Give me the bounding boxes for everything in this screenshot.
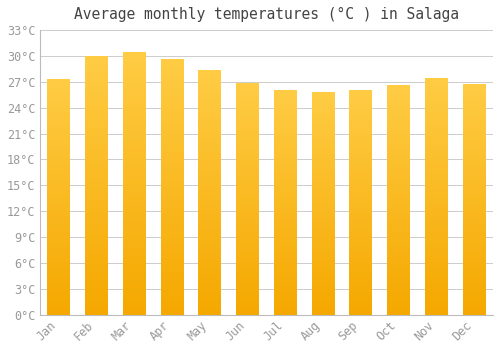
Bar [463, 84, 485, 315]
Bar [198, 70, 221, 315]
Bar [47, 79, 70, 315]
Bar [312, 92, 334, 315]
Title: Average monthly temperatures (°C ) in Salaga: Average monthly temperatures (°C ) in Sa… [74, 7, 459, 22]
Bar [388, 85, 410, 315]
Bar [425, 78, 448, 315]
Bar [274, 90, 296, 315]
Bar [350, 90, 372, 315]
Bar [236, 83, 259, 315]
Bar [85, 56, 108, 315]
Bar [160, 60, 183, 315]
Bar [122, 52, 146, 315]
